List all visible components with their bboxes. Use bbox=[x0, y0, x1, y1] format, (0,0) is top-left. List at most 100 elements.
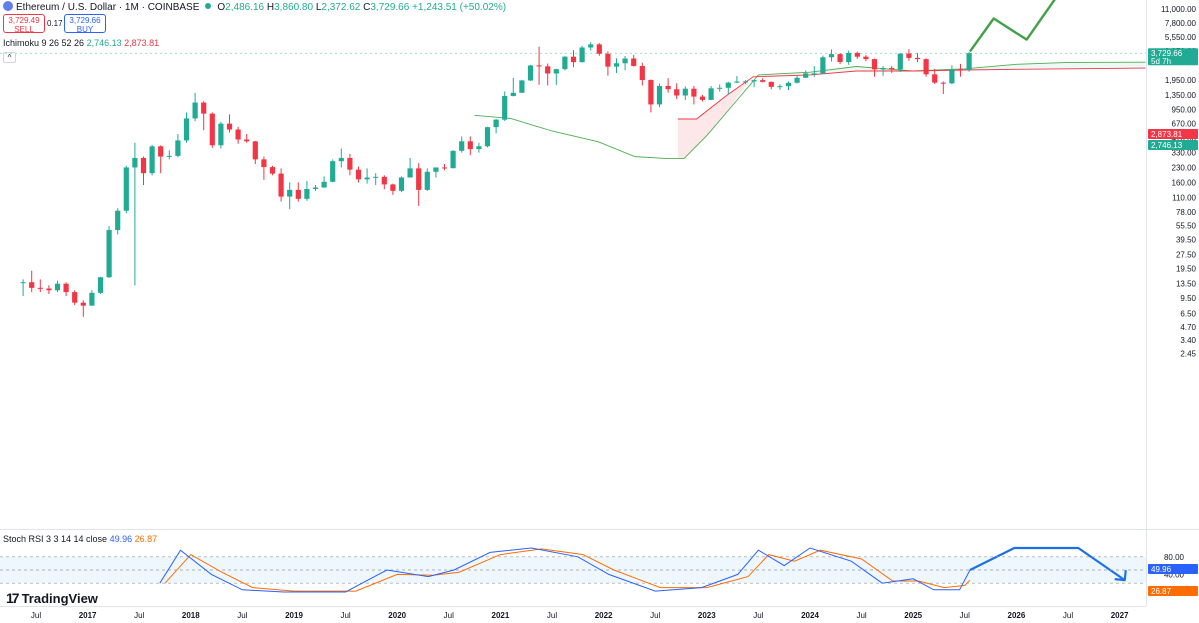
ichimoku-red-badge: 2,873.81 bbox=[1148, 129, 1198, 139]
candle-body bbox=[398, 177, 405, 191]
time-tick-label: Jul bbox=[340, 611, 350, 620]
bullish-projection-line bbox=[969, 0, 1056, 53]
candle-body bbox=[579, 47, 585, 63]
candle-body bbox=[347, 157, 353, 170]
open-label: O bbox=[217, 2, 226, 13]
stoch-k-badge: 49.96 bbox=[1148, 564, 1198, 575]
candle-body bbox=[20, 282, 26, 284]
price-tick-label: 13.50 bbox=[1176, 280, 1197, 289]
ichimoku-red-badge-bg bbox=[1148, 129, 1198, 139]
candle-body bbox=[871, 59, 878, 70]
candle-body bbox=[622, 58, 628, 64]
candle-body bbox=[768, 81, 774, 87]
candle-body bbox=[244, 139, 250, 142]
candle-body bbox=[966, 53, 972, 70]
price-tick-label: 19.50 bbox=[1176, 265, 1197, 274]
candle-body bbox=[493, 119, 499, 128]
price-tick-label: 2.45 bbox=[1180, 350, 1196, 359]
ichimoku-green-badge: 2,746.13 bbox=[1148, 140, 1198, 150]
candle-body bbox=[613, 63, 620, 67]
candle-body bbox=[149, 146, 155, 174]
candle-body bbox=[837, 54, 843, 63]
time-tick-label: Jul bbox=[753, 611, 763, 620]
candle-body bbox=[527, 65, 534, 81]
candle-body bbox=[949, 69, 955, 84]
sell-button[interactable]: 3,729.49 SELL bbox=[3, 14, 45, 34]
stoch-rsi-label: Stoch RSI 3 3 14 14 close bbox=[3, 534, 108, 544]
open-value: 2,486.16 bbox=[225, 2, 265, 13]
candle-body bbox=[536, 65, 542, 67]
candle-body bbox=[639, 66, 645, 81]
time-tick-label: 2019 bbox=[285, 611, 303, 620]
candle-body bbox=[321, 181, 327, 188]
time-tick-label: 2022 bbox=[595, 611, 613, 620]
time-tick-label: Jul bbox=[650, 611, 660, 620]
tradingview-mark-icon: 17 bbox=[6, 590, 20, 606]
candle-body bbox=[97, 277, 104, 293]
time-tick-label: 2020 bbox=[388, 611, 406, 620]
high-label: H bbox=[266, 2, 275, 13]
candle-body bbox=[656, 85, 663, 105]
candle-body bbox=[820, 57, 826, 74]
spread-value: 0.17 bbox=[47, 19, 63, 28]
stoch-k-badge-bg bbox=[1148, 564, 1198, 575]
senkou-span-a bbox=[474, 61, 1146, 159]
candle-body bbox=[794, 77, 800, 83]
stoch-k-value: 49.96 bbox=[109, 534, 133, 544]
candle-body bbox=[605, 53, 611, 67]
candle-body bbox=[734, 81, 740, 83]
buy-button[interactable]: 3,729.66 BUY bbox=[64, 14, 106, 34]
candle-body bbox=[226, 123, 233, 130]
candle-body bbox=[631, 58, 637, 67]
price-tick-label: 160.00 bbox=[1172, 178, 1197, 187]
bearish-arrowhead bbox=[1114, 570, 1127, 582]
stoch-d-badge: 26.87 bbox=[1148, 586, 1198, 597]
candle-body bbox=[467, 141, 473, 150]
time-tick-label: Jul bbox=[237, 611, 247, 620]
candle-body bbox=[433, 167, 439, 172]
price-tick-label: 55.50 bbox=[1176, 222, 1197, 231]
ichimoku-legend[interactable]: Ichimoku 9 26 52 26 2,746.13 2,873.81 bbox=[3, 38, 159, 48]
price-tick-label: 3.40 bbox=[1180, 336, 1196, 345]
candle-body bbox=[80, 302, 86, 306]
price-tick-label: 110.00 bbox=[1172, 194, 1196, 203]
candle-body bbox=[940, 82, 946, 84]
price-tick-label: 950.00 bbox=[1172, 105, 1197, 114]
ichimoku-label: Ichimoku 9 26 52 26 bbox=[3, 38, 85, 48]
candle-body bbox=[588, 44, 594, 48]
candle-body bbox=[209, 113, 215, 146]
candle-body bbox=[29, 282, 35, 288]
time-tick-label: Jul bbox=[31, 611, 41, 620]
time-tick-label: Jul bbox=[1063, 611, 1073, 620]
grid-lines bbox=[0, 0, 1199, 607]
price-tick-label: 11,000.00 bbox=[1161, 5, 1197, 14]
tradingview-logo[interactable]: 17 TradingView bbox=[6, 590, 98, 606]
candle-body bbox=[854, 52, 860, 57]
candle-body bbox=[175, 140, 181, 156]
candle-body bbox=[183, 118, 190, 141]
candle-body bbox=[519, 80, 525, 93]
price-tick-label: 5,550.00 bbox=[1165, 33, 1197, 42]
time-tick-label: 2023 bbox=[698, 611, 716, 620]
candle-body bbox=[278, 173, 284, 197]
collapse-legend-button[interactable]: ^ bbox=[3, 52, 16, 63]
time-tick-label: 2025 bbox=[904, 611, 922, 620]
candle-body bbox=[355, 169, 362, 180]
time-tick-label: 2024 bbox=[801, 611, 819, 620]
candle-body bbox=[312, 187, 319, 189]
candle-body bbox=[441, 167, 448, 169]
symbol-title[interactable]: Ethereum / U.S. Dollar · 1M · COINBASE bbox=[16, 2, 200, 13]
candle-body bbox=[235, 129, 241, 140]
cloud-fill-bearish bbox=[677, 74, 754, 159]
price-tick-label: 78.00 bbox=[1176, 208, 1197, 217]
candle-body bbox=[218, 123, 224, 146]
stoch-rsi-legend[interactable]: Stoch RSI 3 3 14 14 close 49.96 26.87 bbox=[3, 534, 157, 544]
price-tick-label: 4.70 bbox=[1180, 323, 1196, 332]
candle-body bbox=[553, 69, 559, 74]
candle-body bbox=[476, 146, 482, 150]
candle-body bbox=[674, 89, 680, 96]
candle-body bbox=[502, 95, 508, 120]
